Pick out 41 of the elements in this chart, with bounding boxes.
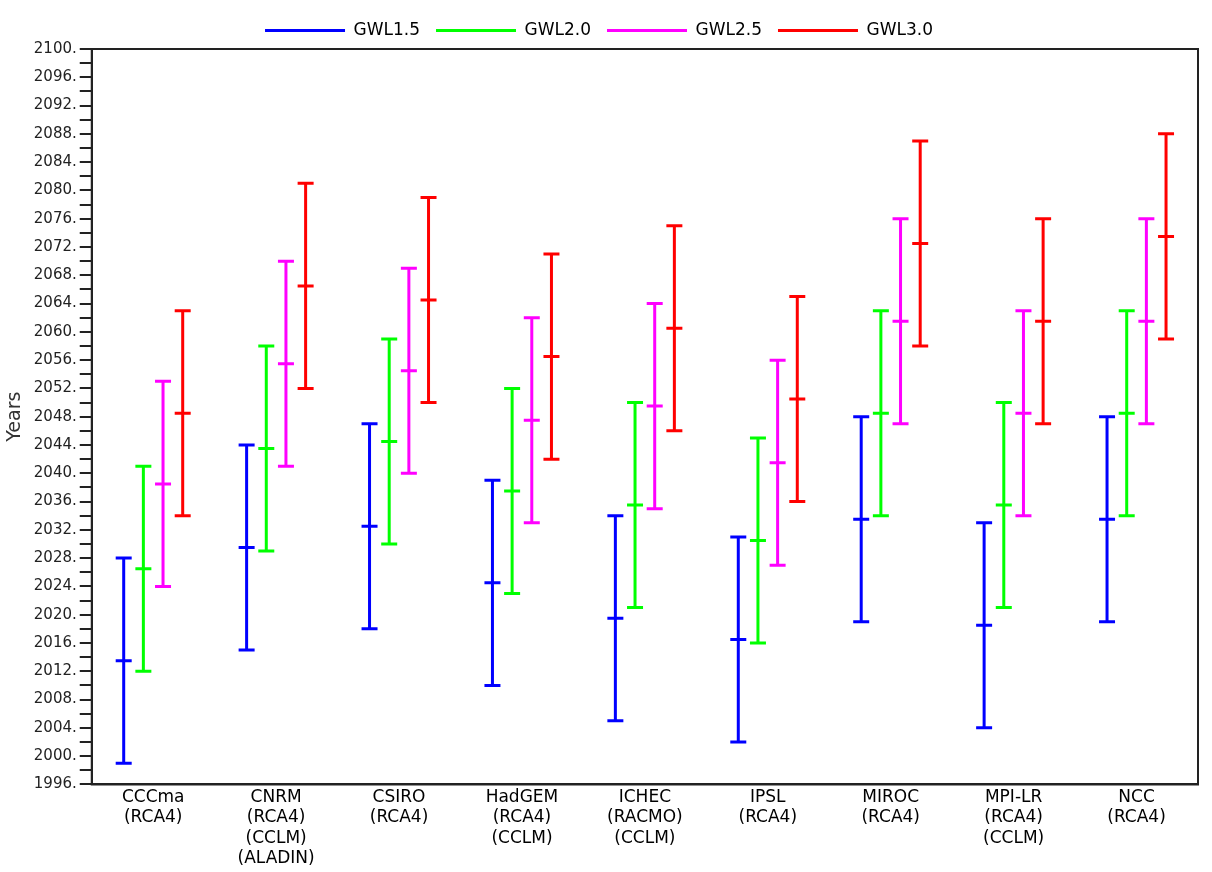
- y-tick-label: 2020.: [33, 604, 77, 623]
- y-tick-label: 2072.: [33, 236, 77, 255]
- x-tick-label: ICHEC (RACMO) (CCLM): [607, 786, 683, 847]
- x-tick-label: CSIRO (RCA4): [369, 786, 429, 827]
- y-tick-label: 2048.: [33, 406, 77, 425]
- y-tick-label: 2028.: [33, 548, 77, 567]
- y-tick-label: 2040.: [33, 463, 77, 482]
- x-tick-label: NCC (RCA4): [1107, 786, 1166, 827]
- x-tick-label: IPSL (RCA4): [738, 786, 798, 827]
- y-tick-label: 2012.: [33, 661, 77, 680]
- y-tick-label: 2084.: [33, 152, 77, 171]
- y-tick-label: 1996.: [33, 774, 77, 793]
- y-tick-label: 2016.: [33, 632, 77, 651]
- x-tick-label: CCCma (RCA4): [121, 786, 185, 827]
- y-tick-label: 2064.: [33, 293, 77, 312]
- y-tick-label: 2044.: [33, 434, 77, 453]
- y-tick-label: 2004.: [33, 717, 77, 736]
- legend-label: GWL1.5: [353, 18, 421, 39]
- legend-label: GWL3.0: [866, 18, 933, 39]
- y-tick-label: 2088.: [33, 123, 77, 142]
- legend-label: GWL2.0: [524, 18, 592, 39]
- y-axis-title: Years: [2, 391, 25, 443]
- y-tick-label: 2056.: [33, 350, 77, 369]
- y-tick-label: 2052.: [33, 378, 77, 397]
- y-tick-label: 2024.: [33, 576, 77, 595]
- y-tick-label: 2036.: [33, 491, 77, 510]
- y-tick-label: 2008.: [33, 689, 77, 708]
- y-tick-label: 2092.: [33, 95, 77, 114]
- legend-label: GWL2.5: [695, 18, 762, 39]
- x-tick-label: MPI-LR (RCA4) (CCLM): [983, 786, 1045, 847]
- y-tick-label: 2076.: [33, 208, 77, 227]
- y-tick-label: 2096.: [33, 67, 77, 86]
- x-tick-label: CNRM (RCA4) (CCLM) (ALADIN): [237, 786, 315, 868]
- y-tick-label: 2080.: [33, 180, 77, 199]
- y-tick-label: 2032.: [33, 519, 77, 538]
- x-tick-label: HadGEM (RCA4) (CCLM): [485, 786, 559, 847]
- x-tick-label: MIROC (RCA4): [861, 786, 920, 827]
- y-tick-label: 2000.: [33, 746, 77, 765]
- y-tick-label: 2060.: [33, 321, 77, 340]
- y-tick-label: 2068.: [33, 265, 77, 284]
- y-tick-label: 2100.: [33, 38, 77, 57]
